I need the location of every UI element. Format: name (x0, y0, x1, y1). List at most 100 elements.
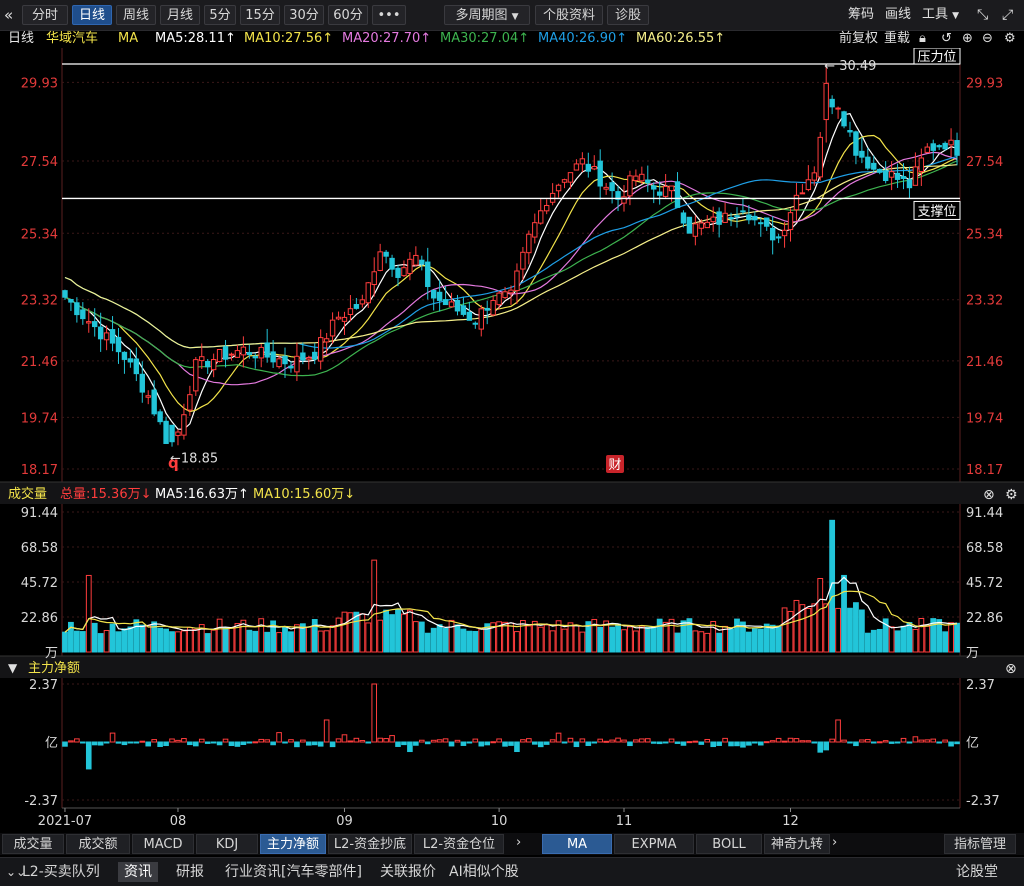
price-tick-label: 27.54 (21, 155, 58, 170)
flow-bar (686, 741, 693, 744)
volume-bar (436, 624, 443, 653)
indicator-tab[interactable]: L2-资金仓位 (414, 834, 504, 854)
bottom-tab[interactable]: 论股堂 (956, 864, 998, 880)
period-button[interactable]: 5分 (204, 5, 236, 25)
period-button[interactable]: 月线 (160, 5, 200, 25)
undo-icon[interactable]: ↺ (941, 31, 952, 46)
candle-body (734, 215, 740, 218)
flow-bar (460, 741, 467, 746)
chip-button[interactable]: 筹码 (848, 7, 875, 22)
period-button[interactable]: 分时 (22, 5, 68, 25)
flow-bar (710, 741, 716, 748)
volume-bar (853, 602, 859, 653)
overlay-tab[interactable]: EXPMA (614, 834, 694, 854)
flow-bar (668, 738, 675, 743)
volume-bar (282, 626, 288, 653)
volume-bar (793, 599, 800, 653)
lock-icon[interactable]: 🔒︎ (919, 31, 926, 46)
volume-bar (924, 625, 931, 653)
fin-marker-box (606, 455, 624, 473)
candle-body (847, 130, 853, 133)
flow-bar (282, 741, 288, 744)
chevron-double-down-icon[interactable]: ⌄⌄ (6, 865, 27, 879)
candle-body (615, 191, 621, 200)
indicator-tab[interactable]: MACD (132, 834, 194, 854)
flow-bar (793, 738, 800, 743)
stock-chart[interactable]: 29.93 29.93 27.54 27.54 25.34 25.34 23.32 23.32… (0, 48, 1024, 830)
volume-bar (484, 623, 491, 653)
volume-bar (573, 624, 580, 653)
bottom-tab[interactable]: 资讯 (118, 862, 158, 882)
overlay-tab[interactable]: 神奇九转 (764, 834, 830, 854)
indicator-manage-button[interactable]: 指标管理 (944, 834, 1016, 854)
collapse-icon[interactable]: « (4, 6, 14, 24)
indicator-tab[interactable]: 主力净额 (260, 834, 326, 854)
candle-body (448, 301, 455, 308)
diagnose-button[interactable]: 诊股 (607, 5, 649, 25)
candle-body (282, 355, 288, 365)
bottom-tab[interactable]: 研报 (176, 864, 204, 880)
candle-body (692, 223, 699, 237)
flow-bar (157, 741, 163, 747)
flow-bar (413, 741, 419, 746)
period-button[interactable]: 周线 (116, 5, 156, 25)
stock-profile-button[interactable]: 个股资料 (535, 5, 603, 25)
indicator-tab[interactable]: L2-资金抄底 (328, 834, 412, 854)
collapse-panel-icon[interactable]: ⤢ (1002, 7, 1014, 23)
flow-bar (906, 741, 913, 744)
candle-body (163, 420, 169, 444)
overlay-tab[interactable]: BOLL (696, 834, 762, 854)
candle-body (668, 185, 675, 192)
fullscreen-icon[interactable]: ⤡ (977, 7, 989, 23)
indicator-name[interactable]: MA (118, 31, 139, 46)
period-button[interactable]: 30分 (284, 5, 324, 25)
volume-bar (365, 622, 372, 653)
multi-period-dropdown[interactable]: 多周期图 ▼ (444, 5, 530, 25)
volume-bar (942, 631, 949, 653)
chevron-right-icon[interactable]: › (516, 835, 522, 850)
close-icon: ⊗ (983, 487, 995, 503)
zoom-in-icon[interactable]: ⊕ (962, 31, 973, 46)
indicator-tab[interactable]: KDJ (196, 834, 258, 854)
bottom-tab[interactable]: AI相似个股 (449, 864, 519, 880)
settings-icon[interactable]: ⚙ (1004, 31, 1016, 46)
volume-bar (371, 559, 378, 653)
bottom-tab[interactable]: 行业资讯[汽车零部件] (225, 864, 362, 880)
overlay-tab[interactable]: MA (542, 834, 612, 854)
bottom-tab[interactable]: 关联报价 (380, 864, 436, 880)
tools-menu[interactable]: 工具 ▼ (922, 5, 959, 26)
period-button[interactable]: 日线 (72, 5, 112, 25)
flow-bar (603, 740, 609, 743)
volume-bar (73, 630, 80, 653)
reload-button[interactable]: 重载 (884, 31, 911, 46)
bottom-tab[interactable]: L2-买卖队列 (22, 864, 100, 880)
ma-info-bar: 日线 华域汽车 MA MA5:28.11↑ MA10:27.56↑ MA20:2… (0, 30, 1024, 48)
volume-bar (591, 618, 598, 653)
period-label: 日线 (8, 31, 35, 46)
indicator-tab[interactable]: 成交额 (66, 834, 130, 854)
chevron-right-icon[interactable]: › (832, 835, 838, 850)
candle-body (419, 259, 425, 265)
period-button[interactable]: ••• (372, 5, 406, 25)
flow-bar (145, 741, 152, 747)
candle-body (526, 233, 532, 254)
volume-bar (900, 625, 907, 653)
volume-tick-label: 68.58 (21, 541, 58, 556)
adjust-button[interactable]: 前复权 (839, 31, 879, 46)
candle-body (817, 136, 823, 178)
candle-body (246, 352, 253, 356)
candle-body (585, 163, 592, 172)
draw-line-button[interactable]: 画线 (885, 7, 912, 22)
zoom-out-icon[interactable]: ⊖ (982, 31, 993, 46)
flow-bar (829, 738, 835, 743)
stock-name[interactable]: 华域汽车 (46, 31, 99, 46)
flow-bar (734, 741, 740, 747)
flow-bar (918, 739, 925, 743)
candle-body (335, 316, 342, 320)
indicator-tab[interactable]: 成交量 (2, 834, 64, 854)
volume-bar (181, 630, 187, 653)
period-button[interactable]: 60分 (328, 5, 368, 25)
volume-bar (234, 623, 241, 653)
period-button[interactable]: 15分 (240, 5, 280, 25)
flow-bar (85, 741, 92, 770)
